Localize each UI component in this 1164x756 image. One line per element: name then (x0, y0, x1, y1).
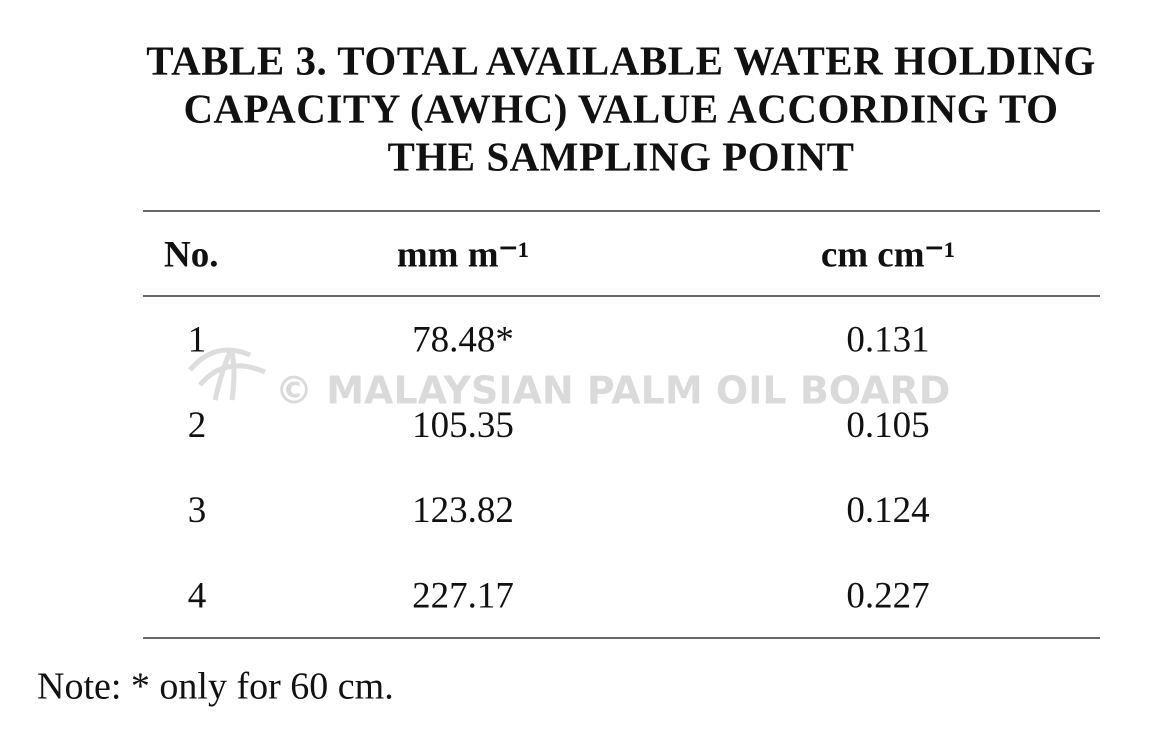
watermark-logo (188, 347, 266, 401)
table-cell: 0.124 (846, 490, 929, 531)
table-note: Note: * only for 60 cm. (37, 666, 394, 708)
table-cell: 0.105 (846, 405, 929, 446)
watermark-text: © MALAYSIAN PALM OIL BOARD (275, 369, 950, 413)
table-cell: 0.227 (846, 575, 929, 616)
table-title: CAPACITY (AWHC) VALUE ACCORDING TO (183, 85, 1058, 131)
table-title: THE SAMPLING POINT (388, 133, 855, 179)
table-cell: 78.48* (412, 319, 514, 360)
table-cell: 3 (188, 490, 207, 531)
table-cell: 4 (188, 575, 207, 616)
table-cell: 1 (188, 319, 207, 360)
table-cell: 123.82 (412, 490, 514, 531)
column-header: mm m⁻¹ (397, 234, 529, 275)
table-cell: 2 (188, 405, 207, 446)
column-header: cm cm⁻¹ (821, 234, 955, 275)
table-body: 1 78.48* 0.131 2 105.35 0.105 3 123.82 0.124 4 227… (188, 319, 930, 616)
table-cell: 0.131 (846, 319, 929, 360)
column-header: No. (164, 234, 218, 275)
table-cell: 105.35 (412, 405, 514, 446)
table-cell: 227.17 (412, 575, 514, 616)
table-title: TABLE 3. TOTAL AVAILABLE WATER HOLDING (146, 37, 1095, 83)
